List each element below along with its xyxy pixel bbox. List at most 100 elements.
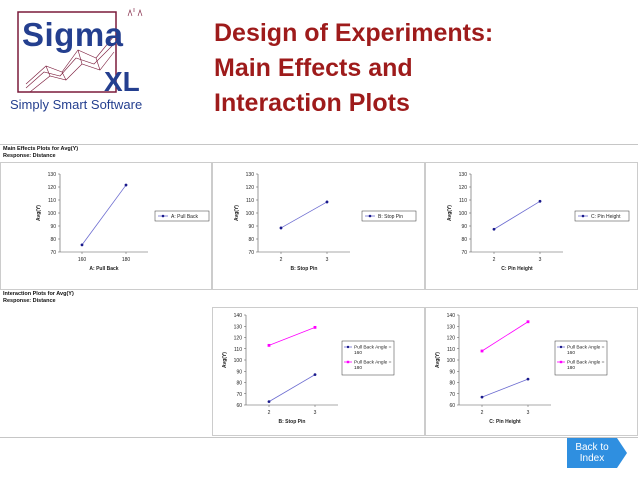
y-tick-label: 120	[447, 336, 456, 342]
y-tick-label: 80	[248, 237, 254, 243]
y-tick-label: 80	[50, 237, 56, 243]
series-line	[280, 201, 328, 229]
logo-graph-art	[17, 8, 143, 93]
y-axis-label: Avg(Y)	[447, 205, 453, 221]
y-tick-label: 90	[50, 224, 56, 230]
chart-border	[425, 162, 638, 290]
y-tick-label: 110	[48, 198, 56, 204]
data-point	[480, 349, 484, 353]
y-tick-label: 120	[246, 185, 255, 191]
back-label-line-2: Index	[579, 453, 605, 464]
spreadsheet-view: Main Effects Plots for Avg(Y) Response: …	[0, 144, 638, 438]
y-tick-label: 70	[50, 250, 56, 256]
series-line	[81, 184, 127, 246]
legend-label: C: Pin Height	[591, 214, 621, 220]
data-point	[313, 325, 317, 329]
main-effects-response: Response: Distance	[3, 153, 56, 159]
y-axis-label: Avg(Y)	[435, 352, 441, 368]
y-tick-label: 80	[449, 381, 455, 387]
y-tick-label: 100	[246, 211, 255, 217]
interaction-chart-stop-pin: 60 70 80 90 100 110 120 130 140 2 3 B: Stop Pin Avg(…	[212, 307, 425, 436]
sigmaxl-logo: Sigma XL Simply Smart Software	[6, 6, 196, 116]
y-tick-label: 140	[234, 313, 243, 319]
back-arrow-shape	[567, 438, 627, 468]
interaction-chart-pin-height: 60 70 80 90 100 110 120 130 140 2 3 C: Pin Height Av…	[425, 307, 638, 436]
data-point	[325, 200, 329, 204]
legend-label: Pull Back Angle =	[354, 360, 392, 366]
y-tick-label: 90	[461, 224, 467, 230]
legend-box	[154, 210, 210, 222]
legend-marker	[346, 345, 350, 349]
data-point	[538, 199, 542, 203]
back-label-line-1: Back to	[575, 442, 609, 453]
y-tick-label: 120	[48, 185, 57, 191]
y-tick-label: 100	[447, 358, 456, 364]
data-point	[267, 400, 271, 404]
y-tick-label: 70	[449, 392, 455, 398]
y-tick-label: 80	[236, 381, 242, 387]
y-tick-label: 90	[248, 224, 254, 230]
series-line	[268, 374, 316, 402]
slide-title: Design of Experiments: Main Effects and …	[214, 16, 634, 121]
y-tick-label: 100	[48, 211, 57, 217]
y-tick-label: 120	[459, 185, 468, 191]
legend-label: 160	[354, 350, 362, 356]
y-tick-label: 70	[236, 392, 242, 398]
legend-label: 180	[567, 365, 575, 371]
y-tick-label: 80	[461, 237, 467, 243]
main-effects-chart-stop-pin: 70 80 90 100 110 120 130 2 3 B: Stop Pin Avg(Y) B: …	[212, 162, 425, 290]
interaction-header: Interaction Plots for Avg(Y)	[3, 291, 74, 297]
logo-tagline: Simply Smart Software	[10, 97, 143, 112]
legend-box	[361, 210, 417, 222]
y-tick-label: 100	[234, 358, 243, 364]
y-tick-label: 130	[447, 324, 456, 330]
y-tick-label: 60	[449, 403, 455, 409]
legend-label: A: Pull Back	[171, 214, 198, 220]
series-line	[481, 321, 529, 352]
back-to-index-button[interactable]: Back to Index	[567, 438, 627, 468]
data-point	[124, 183, 128, 187]
legend-marker	[346, 360, 350, 364]
interaction-response: Response: Distance	[3, 298, 56, 304]
y-tick-label: 130	[234, 324, 243, 330]
legend-marker	[368, 214, 372, 218]
legend-label: Pull Back Angle =	[567, 345, 605, 351]
y-tick-label: 110	[447, 347, 455, 353]
y-tick-label: 120	[234, 336, 243, 342]
data-point	[80, 243, 84, 247]
y-tick-label: 130	[246, 172, 255, 178]
legend-marker	[559, 360, 563, 364]
logo-brand-suffix: XL	[104, 66, 140, 97]
main-effects-chart-pull-back: 70 80 90 100 110 120 130 160 180 A: Pull Back Avg(…	[0, 162, 212, 290]
legend-label: 180	[354, 365, 362, 371]
x-axis-label: B: Stop Pin	[279, 419, 306, 425]
x-tick-label: 2	[481, 410, 484, 416]
y-tick-label: 70	[461, 250, 467, 256]
chart-border	[212, 162, 425, 290]
x-tick-label: 160	[78, 257, 87, 263]
main-effects-chart-pin-height: 70 80 90 100 110 120 130 2 3 C: Pin Height Avg(Y) C…	[425, 162, 638, 290]
x-axis-label: A: Pull Back	[89, 266, 118, 272]
logo-brand-text: Sigma	[22, 16, 124, 53]
legend-marker	[161, 214, 165, 218]
x-tick-label: 2	[280, 257, 283, 263]
y-tick-label: 60	[236, 403, 242, 409]
y-tick-label: 110	[234, 347, 242, 353]
legend-box	[574, 210, 630, 222]
y-tick-label: 90	[449, 369, 455, 375]
back-to-index-label: Back to Index	[567, 442, 617, 464]
legend-label: Pull Back Angle =	[567, 360, 605, 366]
legend-marker	[559, 345, 563, 349]
data-point	[526, 320, 530, 324]
x-tick-label: 2	[268, 410, 271, 416]
slide-title-line-2: Main Effects and	[214, 54, 413, 82]
y-tick-label: 110	[246, 198, 254, 204]
x-axis-label: B: Stop Pin	[291, 266, 318, 272]
y-tick-label: 90	[236, 369, 242, 375]
chart-border	[0, 162, 212, 290]
data-point	[492, 227, 496, 231]
x-tick-label: 3	[314, 410, 317, 416]
legend-marker	[581, 214, 585, 218]
x-axis-label: C: Pin Height	[501, 266, 533, 272]
y-tick-label: 100	[459, 211, 468, 217]
